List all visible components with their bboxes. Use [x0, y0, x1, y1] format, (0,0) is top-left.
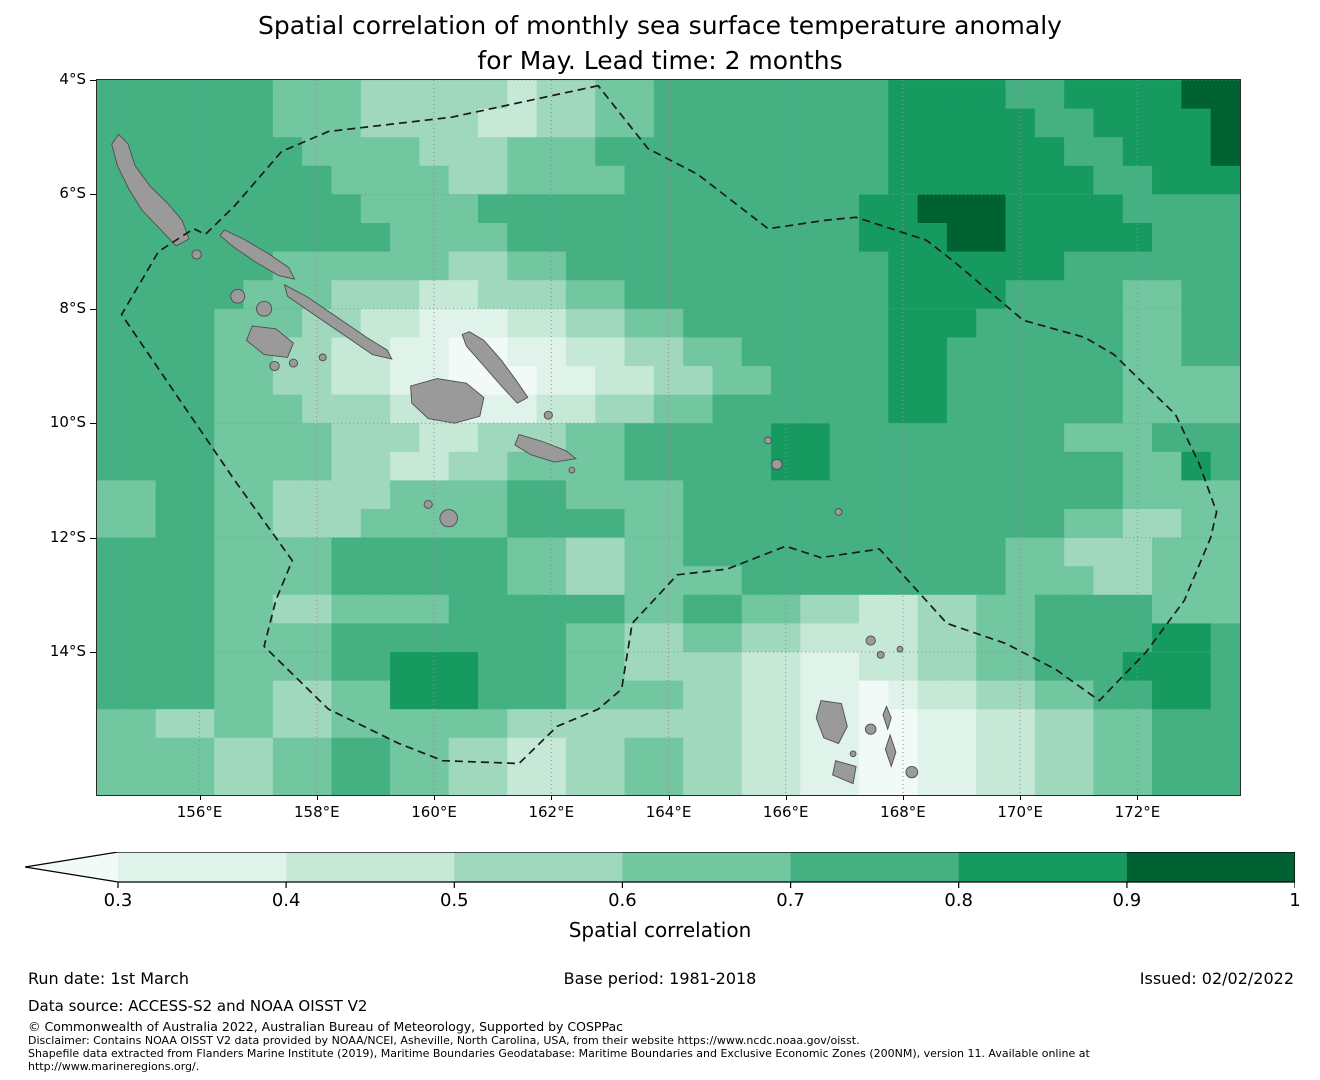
x-tick-mark: [199, 795, 201, 800]
colorbar-label: Spatial correlation: [568, 918, 752, 942]
x-tick-label: 166°E: [762, 803, 809, 821]
shapefile-text: Shapefile data extracted from Flanders M…: [28, 1047, 1090, 1060]
x-tick-label: 162°E: [528, 803, 575, 821]
colorbar-tick-label: 0.9: [1112, 890, 1142, 911]
y-tick-mark: [90, 423, 96, 425]
x-tick-mark: [902, 795, 904, 800]
y-tick-mark: [90, 80, 96, 81]
title-line-1: Spatial correlation of monthly sea surfa…: [258, 11, 1062, 40]
colorbar-tick-label: 0.8: [944, 890, 974, 911]
x-tick-mark: [434, 795, 436, 800]
y-tick-label: 4°S: [59, 70, 86, 88]
x-tick-label: 158°E: [293, 803, 340, 821]
disclaimer-text: Disclaimer: Contains NOAA OISST V2 data …: [28, 1034, 860, 1047]
x-tick-label: 160°E: [411, 803, 457, 821]
y-tick-label: 10°S: [49, 413, 86, 432]
x-tick-label: 168°E: [880, 803, 926, 821]
x-tick-label: 172°E: [1114, 803, 1161, 821]
y-tick-mark: [90, 652, 96, 653]
x-tick-label: 156°E: [176, 803, 223, 821]
y-tick-label: 14°S: [49, 642, 86, 660]
x-tick-mark: [316, 795, 318, 800]
title-line-2: for May. Lead time: 2 months: [477, 46, 843, 75]
y-tick-mark: [90, 308, 96, 310]
heatmap-canvas: [97, 80, 1240, 795]
y-tick-label: 12°S: [49, 527, 86, 546]
x-tick-mark: [668, 795, 670, 800]
colorbar-canvas: [25, 852, 1295, 888]
page-title: Spatial correlation of monthly sea surfa…: [0, 8, 1320, 78]
y-tick-mark: [90, 194, 96, 196]
x-tick-mark: [785, 795, 787, 800]
x-tick-mark: [1137, 795, 1139, 800]
base-period-text: Base period: 1981-2018: [563, 969, 757, 988]
issued-text: Issued: 02/02/2022: [1139, 969, 1294, 988]
x-tick-mark: [1020, 795, 1022, 800]
y-tick-label: 6°S: [59, 184, 86, 203]
copyright-text: © Commonwealth of Australia 2022, Austra…: [28, 1019, 623, 1034]
shapefile-url-text: http://www.marineregions.org/.: [28, 1060, 200, 1073]
run-date-text: Run date: 1st March: [28, 969, 189, 988]
colorbar-tick-label: 0.5: [439, 890, 469, 911]
y-tick-mark: [90, 537, 96, 539]
colorbar-tick-label: 0.6: [608, 890, 637, 911]
x-tick-label: 164°E: [645, 803, 692, 821]
y-tick-label: 8°S: [59, 298, 86, 317]
colorbar-tick-label: 0.3: [103, 890, 133, 911]
x-tick-mark: [551, 795, 553, 800]
x-tick-label: 170°E: [997, 803, 1043, 821]
colorbar-tick-label: 0.7: [776, 890, 805, 911]
colorbar-tick-label: 1: [1289, 890, 1301, 911]
map-plot: [96, 79, 1241, 796]
data-source-text: Data source: ACCESS-S2 and NOAA OISST V2: [28, 997, 368, 1015]
colorbar-tick-label: 0.4: [271, 890, 301, 911]
